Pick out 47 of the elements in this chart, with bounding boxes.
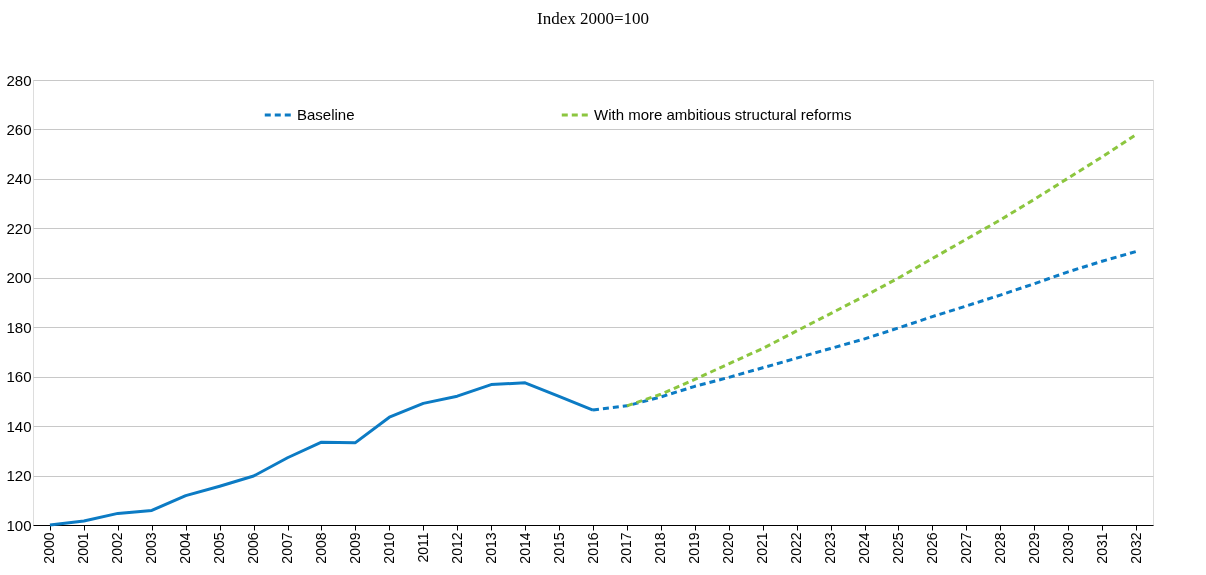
x-tick-label: 2001 — [75, 532, 92, 564]
x-tick-label: 2021 — [754, 532, 771, 564]
y-tick-label: 200 — [6, 269, 32, 287]
x-tick-label: 2007 — [279, 532, 296, 564]
x-tick-label: 2003 — [143, 532, 160, 564]
legend-label: With more ambitious structural reforms — [594, 106, 852, 123]
x-tick-label: 2010 — [380, 532, 397, 564]
x-tick-label: 2023 — [822, 532, 839, 564]
y-tick-label: 240 — [6, 170, 32, 188]
y-tick-label: 120 — [6, 467, 32, 485]
y-tick-label: 100 — [6, 516, 32, 534]
x-tick-label: 2009 — [346, 532, 363, 564]
x-tick-label: 2016 — [584, 532, 601, 564]
y-tick-label: 160 — [6, 368, 32, 386]
x-tick-label: 2027 — [957, 532, 974, 564]
x-tick-label: 2012 — [448, 532, 465, 564]
line-series — [625, 133, 1138, 408]
x-tick-label: 2025 — [889, 532, 906, 564]
x-tick-label: 2004 — [177, 532, 194, 564]
y-tick-label: 260 — [6, 120, 32, 138]
x-tick-label: 2014 — [516, 532, 533, 564]
x-tick-label: 2019 — [686, 532, 703, 564]
y-tick-label: 220 — [6, 219, 32, 237]
y-tick-label: 180 — [6, 318, 32, 336]
x-tick-label: 2032 — [1127, 532, 1144, 564]
x-tick-label: 2017 — [618, 532, 635, 564]
x-tick-label: 2002 — [109, 532, 126, 564]
x-tick-label: 2022 — [788, 532, 805, 564]
x-tick-label: 2029 — [1025, 532, 1042, 564]
x-tick-label: 2013 — [482, 532, 499, 564]
x-tick-label: 2031 — [1093, 532, 1110, 564]
x-tick-label: 2011 — [414, 532, 431, 563]
legend-label: Baseline — [297, 106, 355, 123]
x-tick-label: 2008 — [312, 532, 329, 564]
y-tick-label: 280 — [6, 71, 32, 89]
x-tick-label: 2000 — [41, 532, 58, 564]
x-tick-label: 2005 — [211, 532, 228, 564]
x-tick-label: 2015 — [550, 532, 567, 564]
x-tick-label: 2030 — [1059, 532, 1076, 564]
x-tick-label: 2028 — [991, 532, 1008, 564]
x-tick-label: 2024 — [856, 532, 873, 564]
chart-title: Index 2000=100 — [536, 9, 650, 28]
x-tick-label: 2018 — [652, 532, 669, 564]
x-tick-label: 2006 — [245, 532, 262, 564]
y-tick-label: 140 — [6, 417, 32, 435]
x-tick-label: 2020 — [720, 532, 737, 564]
x-tick-label: 2026 — [923, 532, 940, 564]
